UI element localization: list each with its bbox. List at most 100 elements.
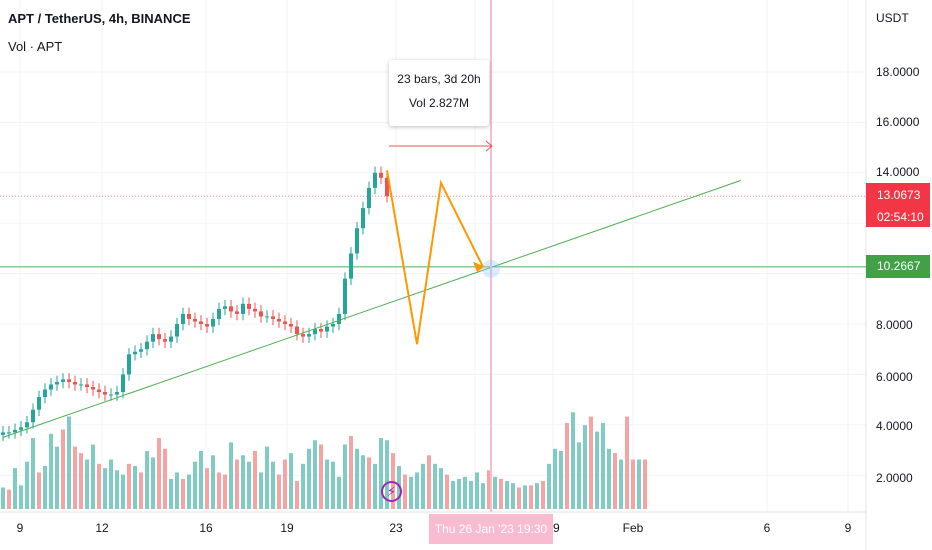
volume-bar (481, 483, 485, 509)
candle-body (205, 324, 209, 327)
volume-bar (79, 453, 83, 509)
price-tick: 6.0000 (876, 370, 913, 384)
volume-bar (505, 481, 509, 509)
volume-bar (607, 448, 611, 509)
candle-body (355, 228, 359, 254)
time-tick: 23 (389, 521, 403, 535)
candle-body (139, 349, 143, 352)
current-price-badge: 13.0673 02:54:10 (866, 183, 930, 227)
candle-body (193, 318, 197, 322)
candle-body (145, 341, 149, 350)
volume-bar (589, 416, 593, 509)
time-tick: 12 (95, 521, 109, 535)
volume-bar (283, 459, 287, 509)
candle-body (163, 339, 167, 342)
candle-body (31, 409, 35, 423)
candle-body (367, 187, 371, 209)
volume-bar (601, 423, 605, 509)
volume-bar (247, 461, 251, 509)
volume-bar (619, 459, 623, 509)
current-price-value: 13.0673 (877, 188, 921, 202)
volume-bar (241, 455, 245, 509)
volume-bar (595, 431, 599, 509)
volume-bar (565, 423, 569, 509)
candle-body (115, 392, 119, 395)
symbol-legend[interactable]: APT / TetherUS, 4h, BINANCE (8, 11, 191, 26)
volume-bar (427, 455, 431, 509)
volume-bar (145, 450, 149, 509)
volume-bar (187, 474, 191, 509)
volume-bar (547, 463, 551, 509)
currency-label: USDT (876, 11, 909, 25)
volume-bar (511, 483, 515, 509)
candle-body (1, 432, 5, 435)
candle-body (271, 316, 275, 319)
volume-bar (61, 429, 65, 509)
volume-bar (631, 459, 635, 509)
candle-body (73, 381, 77, 385)
volume-bar (37, 472, 41, 509)
volume-bar (115, 470, 119, 509)
volume-bar (457, 478, 461, 509)
time-tick: Feb (622, 521, 644, 535)
candle-body (229, 306, 233, 312)
volume-bar (1, 487, 5, 509)
candle-body (295, 326, 299, 335)
volume-bar (163, 448, 167, 509)
candle-body (265, 316, 269, 318)
candle-body (277, 318, 281, 322)
candle-body (7, 432, 11, 434)
measure-tooltip: 23 bars, 3d 20h Vol 2.827M (389, 60, 489, 126)
volume-bar (55, 446, 59, 509)
volume-bar (613, 453, 617, 509)
volume-bar (367, 457, 371, 509)
candle-body (217, 308, 221, 319)
candle-body (91, 387, 95, 390)
candle-body (259, 311, 263, 317)
volume-bar (43, 466, 47, 509)
volume-bar (169, 478, 173, 509)
volume-bar (271, 461, 275, 509)
candle-body (13, 429, 17, 433)
candle-body (151, 334, 155, 342)
level-price-badge: 10.2667 (866, 255, 930, 278)
candle-body (373, 172, 377, 188)
candle-body (67, 379, 71, 382)
volume-bar (487, 470, 491, 509)
volume-bar (421, 463, 425, 509)
volume-bar (343, 444, 347, 509)
volume-bar (289, 453, 293, 509)
volume-bar (121, 474, 125, 509)
volume-bar (535, 483, 539, 509)
candle-body (25, 422, 29, 428)
volume-bar (319, 444, 323, 509)
volume-bar (199, 450, 203, 509)
volume-bar (403, 474, 407, 509)
candle-body (127, 354, 131, 375)
lightning-bolt-icon[interactable]: ⚡ (381, 481, 402, 502)
volume-bar (379, 438, 383, 509)
candle-body (181, 313, 185, 324)
volume-legend[interactable]: Vol · APT (8, 39, 63, 54)
volume-bar (151, 457, 155, 509)
candle-body (109, 394, 113, 396)
volume-bar (205, 468, 209, 509)
volume-bar (97, 463, 101, 509)
volume-bar (349, 435, 353, 509)
volume-bar (445, 474, 449, 509)
candle-body (37, 397, 41, 410)
crosshair-dot (482, 259, 500, 278)
volume-bar (499, 478, 503, 509)
volume-bar (361, 455, 365, 509)
volume-bar (265, 446, 269, 509)
volume-bar (301, 463, 305, 509)
volume-bar (355, 448, 359, 509)
price-tick: 14.0000 (876, 165, 920, 179)
candle-body (253, 308, 257, 312)
volume-bar (517, 487, 521, 509)
volume-bar (25, 461, 29, 509)
time-tick: 6 (763, 521, 771, 535)
candle-body (97, 389, 101, 393)
